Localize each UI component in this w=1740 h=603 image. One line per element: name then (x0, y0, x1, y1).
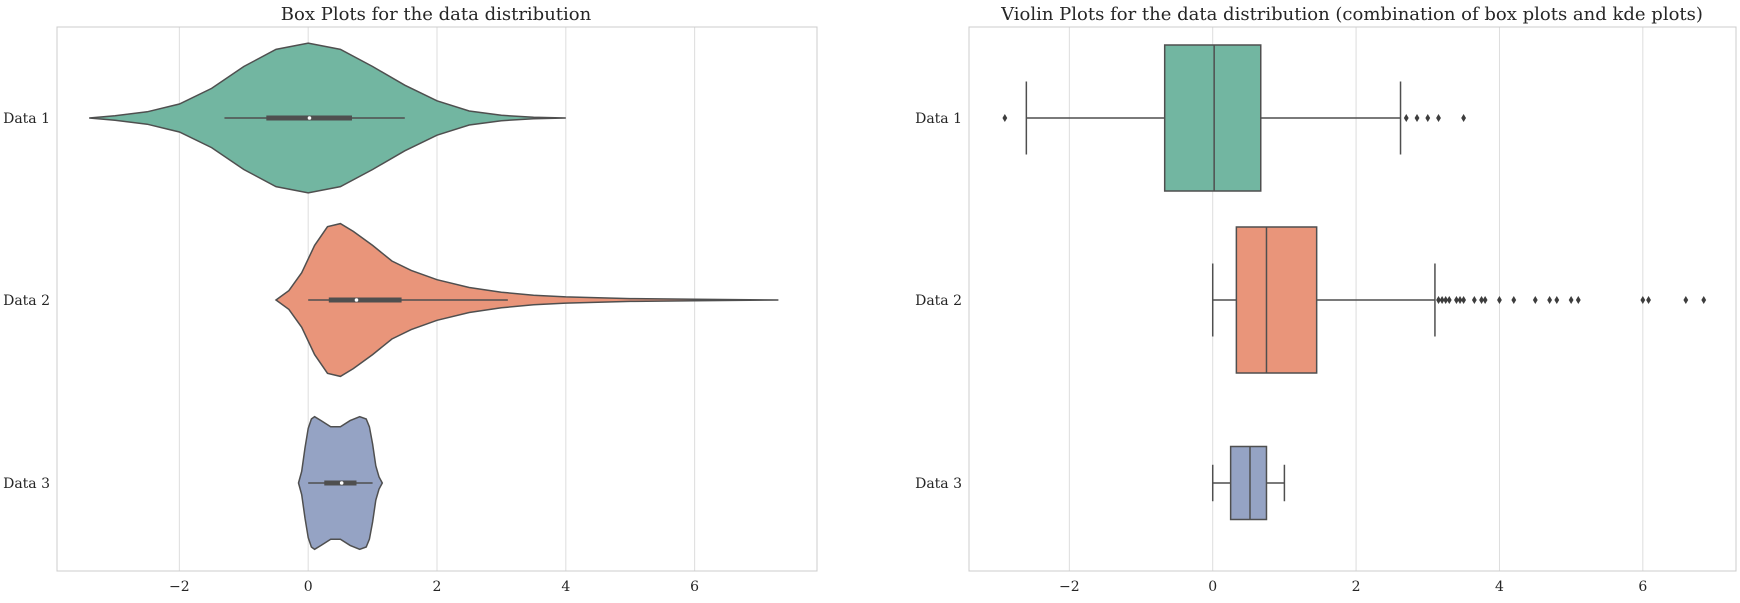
box-outlier-2 (1471, 296, 1477, 304)
box-body-3 (1229, 445, 1268, 521)
box-outlier-2 (1701, 296, 1707, 304)
box-outlier-2 (1457, 296, 1463, 304)
box-outlier-2 (1461, 296, 1467, 304)
right-marks (1002, 44, 1707, 521)
box-outlier-1 (1403, 114, 1409, 122)
violin-panel: Box Plots for the data distribution −2 0 2… (3, 4, 818, 595)
box-outlier-1 (1436, 114, 1441, 122)
left-chart-title: Box Plots for the data distribution (281, 4, 592, 25)
right-x-tick-labels: −2 0 2 4 6 (1059, 579, 1647, 595)
left-category-label: Data 3 (3, 476, 50, 492)
right-x-tick-label: −2 (1059, 579, 1080, 595)
violin-median-1 (307, 116, 312, 120)
box-outlier-1 (1002, 114, 1008, 122)
right-chart-title: Violin Plots for the data distribution (… (1000, 4, 1703, 25)
right-x-tick-label: 2 (1352, 579, 1361, 595)
box-outlier-2 (1547, 296, 1553, 304)
left-x-tick-label: 4 (561, 579, 570, 595)
box-outlier-2 (1511, 296, 1517, 304)
right-category-labels: Data 1 Data 2 Data 3 (915, 111, 962, 492)
box-outlier-2 (1479, 296, 1484, 304)
box-outlier-2 (1640, 296, 1646, 304)
box-outlier-2 (1439, 296, 1445, 304)
box-outlier-1 (1461, 114, 1467, 122)
right-x-tick-label: 0 (1208, 579, 1217, 595)
box-outlier-2 (1554, 296, 1560, 304)
box-outlier-2 (1575, 296, 1581, 304)
left-category-label: Data 1 (3, 111, 50, 127)
left-x-tick-label: 6 (690, 579, 699, 595)
right-plot-frame (968, 26, 1737, 572)
box-outlier-2 (1482, 296, 1488, 304)
right-x-tick-label: 6 (1638, 579, 1647, 595)
left-category-label: Data 2 (3, 293, 50, 309)
box-outlier-2 (1446, 296, 1452, 304)
right-category-label: Data 2 (915, 293, 962, 309)
box-outlier-2 (1646, 296, 1651, 304)
left-category-labels: Data 1 Data 2 Data 3 (3, 111, 50, 492)
box-outlier-2 (1497, 296, 1502, 304)
right-category-label: Data 1 (915, 111, 962, 127)
box-outlier-1 (1414, 114, 1420, 122)
box-panel: Violin Plots for the data distribution (… (915, 4, 1737, 595)
left-plot-frame (56, 26, 818, 572)
box-outlier-2 (1454, 296, 1459, 304)
violin-median-2 (354, 298, 359, 302)
box-outlier-2 (1683, 296, 1689, 304)
left-x-tick-label: 2 (433, 579, 442, 595)
right-category-label: Data 3 (915, 476, 962, 492)
box-outlier-2 (1568, 296, 1574, 304)
box-body-2 (1235, 226, 1318, 374)
left-marks (89, 42, 779, 551)
left-x-tick-label: 0 (304, 579, 313, 595)
box-outlier-2 (1436, 296, 1441, 304)
box-outlier-2 (1532, 296, 1538, 304)
violin-median-3 (339, 481, 344, 485)
right-x-tick-label: 4 (1495, 579, 1504, 595)
left-x-tick-labels: −2 0 2 4 6 (169, 579, 699, 595)
box-outlier-1 (1425, 114, 1431, 122)
box-body-1 (1163, 44, 1262, 192)
box-outlier-2 (1443, 296, 1449, 304)
violin-body-2 (274, 222, 779, 378)
left-x-tick-label: −2 (169, 579, 190, 595)
